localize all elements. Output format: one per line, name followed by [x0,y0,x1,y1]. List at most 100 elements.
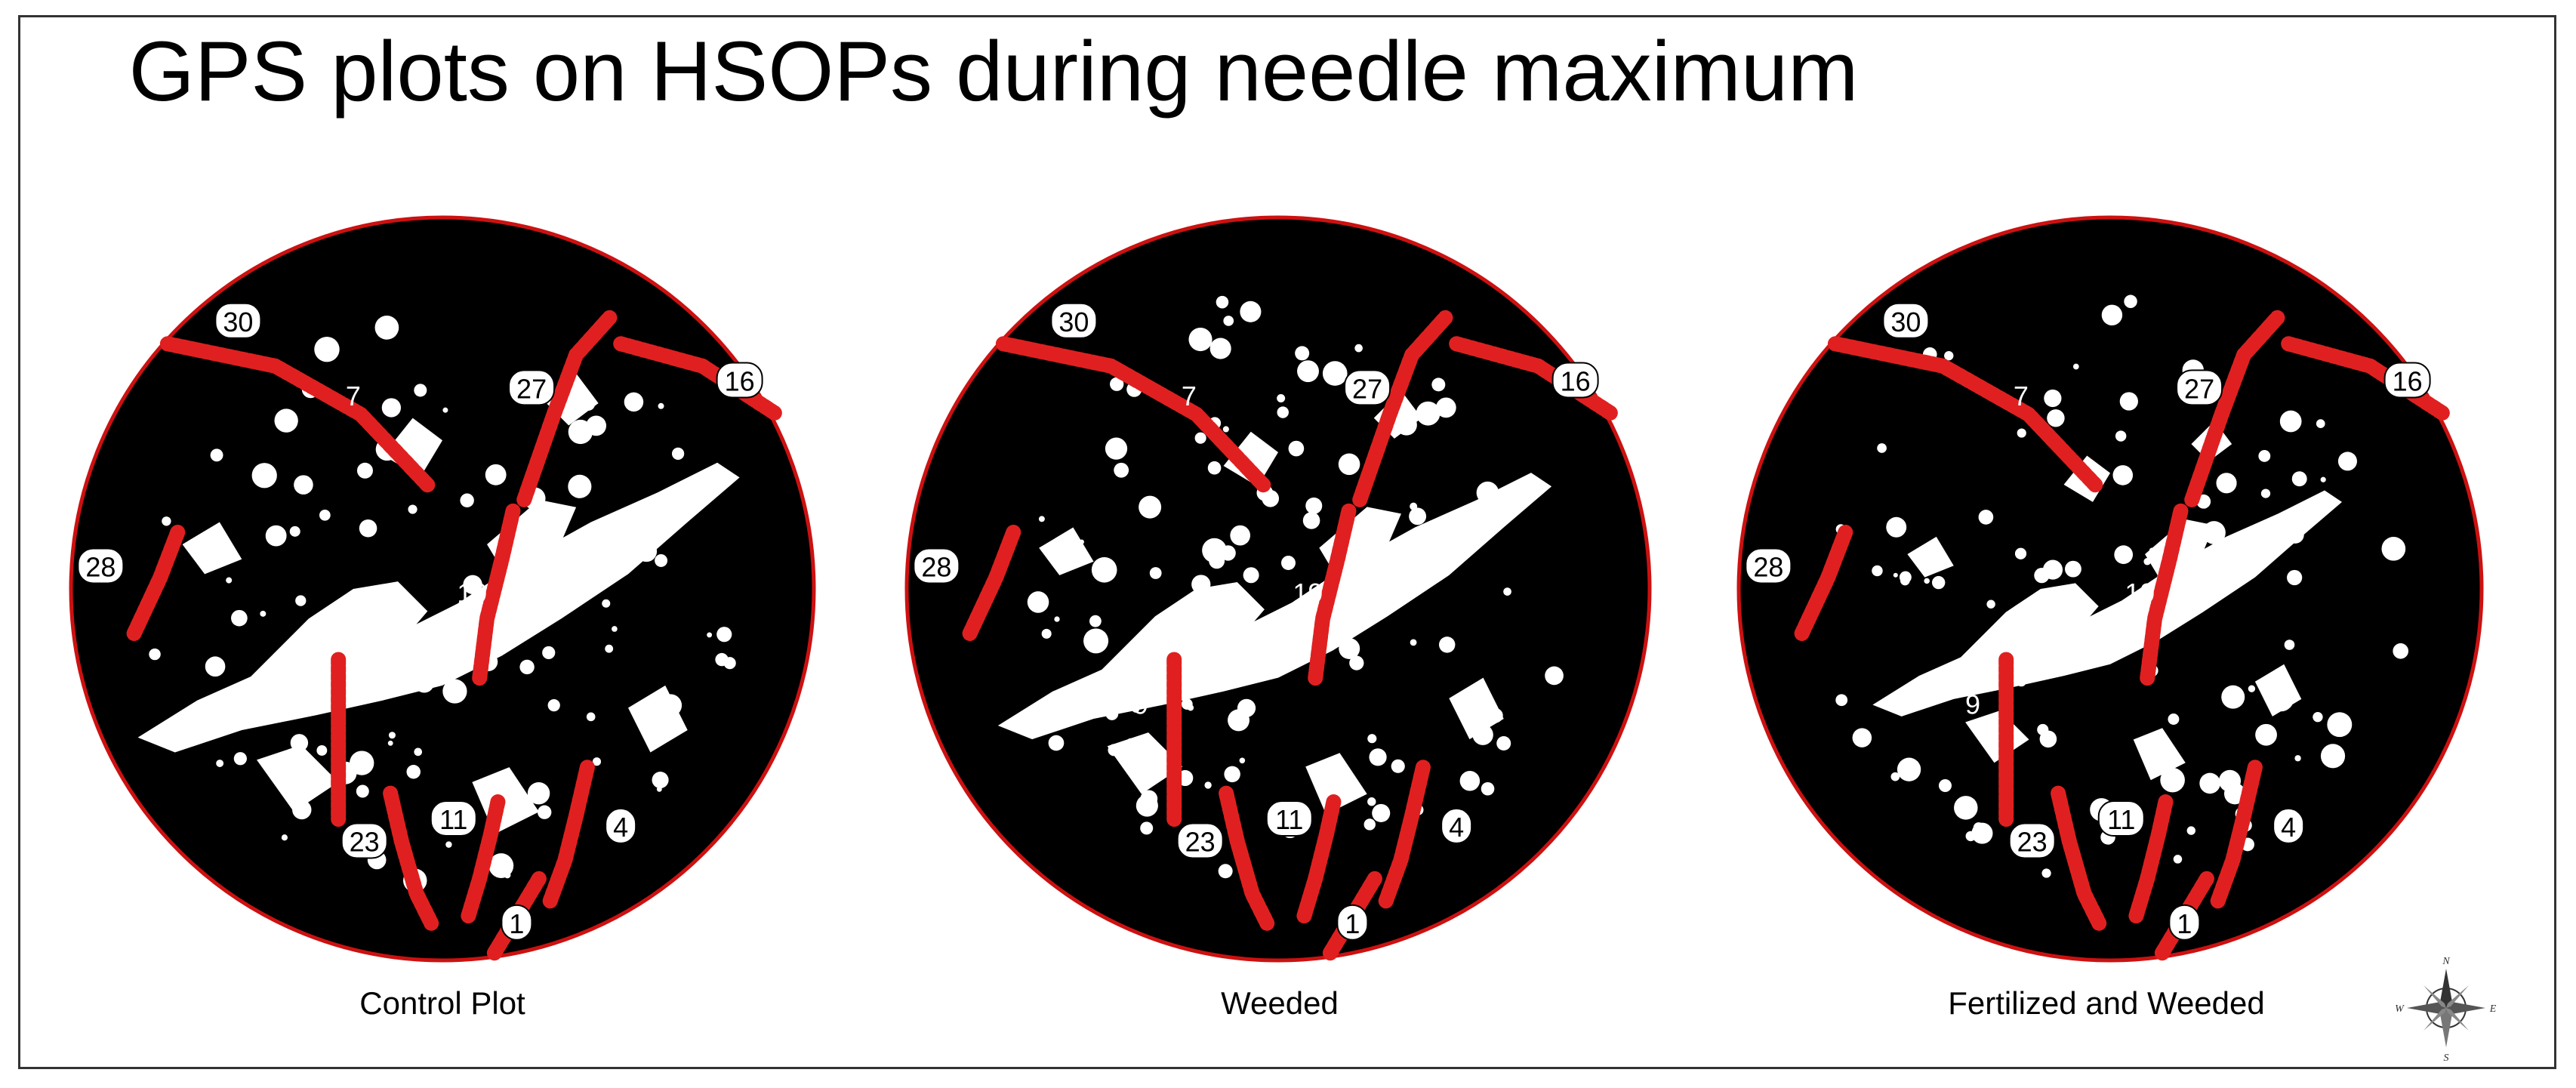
svg-text:30: 30 [223,307,253,337]
svg-text:28: 28 [921,551,951,582]
panel-caption: Control Plot [359,985,525,1021]
hemispherical-photo-1: 30 7 27 16 28 19 9 23 11 4 1 [69,215,816,963]
plot-label: 9 [1965,689,1980,720]
gps-trace [2128,793,2174,923]
canopy-disc [71,217,814,960]
svg-text:30: 30 [1058,307,1089,337]
svg-text:9: 9 [1965,689,1980,720]
gps-trace [2210,760,2263,909]
plot-label: 16 [716,362,763,399]
svg-text:1: 1 [2177,908,2192,939]
canopy-disc [907,217,1650,960]
gps-trace [2281,336,2452,422]
svg-text:27: 27 [516,373,547,404]
plot-label: 9 [297,689,313,720]
plot-label: 9 [1133,689,1148,720]
plot-label: 28 [77,547,125,584]
gps-trace [383,785,439,931]
svg-text:11: 11 [439,804,467,835]
gps-trace [1794,522,1854,641]
svg-text:27: 27 [1352,373,1382,404]
plot-label: 16 [2383,362,2431,399]
plot-label: 23 [340,822,388,859]
svg-text:16: 16 [2393,365,2423,396]
gps-trace [1296,793,1342,923]
plot-label: 4 [2272,807,2305,844]
gps-trace [1352,310,1453,507]
compass-north: N [2442,956,2450,967]
plot-label: 23 [1176,822,1224,859]
plot-label: 28 [1745,547,1792,584]
figure-title: GPS plots on HSOPs during needle maximum [128,24,1859,119]
gps-trace [126,522,186,641]
svg-text:4: 4 [613,812,628,843]
plot-label: 28 [913,547,960,584]
plot-label: 4 [1441,807,1473,844]
plot-label: 30 [1050,302,1098,339]
gps-trace [2140,503,2189,686]
plot-label: 19 [2125,578,2155,609]
gps-trace [2051,785,2107,931]
compass-rose-icon: N S E W [2395,956,2497,1064]
svg-text:23: 23 [1185,827,1216,858]
photo-border [69,215,816,963]
svg-text:16: 16 [725,365,755,396]
svg-text:1: 1 [509,908,524,939]
plot-label: 23 [2008,822,2056,859]
svg-text:16: 16 [1561,365,1591,396]
plot-label: 1 [2168,904,2201,941]
svg-text:7: 7 [2014,381,2029,411]
gps-trace [1219,785,1275,931]
svg-text:9: 9 [297,689,313,720]
plot-label: 19 [1293,578,1323,609]
photo-border [904,215,1652,963]
plot-label: 7 [346,381,361,411]
gps-trace [516,310,618,507]
plot-label: 16 [1551,362,1599,399]
gps-trace [472,503,521,686]
gps-trace [1378,760,1431,909]
plot-label: 27 [2176,369,2223,406]
gps-trace [2184,310,2285,507]
compass-east: E [2489,1003,2497,1015]
svg-text:27: 27 [2184,373,2214,404]
svg-text:19: 19 [2125,578,2155,609]
svg-text:11: 11 [1275,804,1303,835]
gps-trace [995,336,1271,493]
panel-caption: Weeded [1221,985,1339,1021]
plot-label: 7 [1182,381,1197,411]
svg-text:7: 7 [346,381,361,411]
svg-text:23: 23 [350,827,380,858]
gps-trace [159,336,436,493]
hemispherical-photo-3: 30 7 27 16 28 19 9 23 11 4 1 [1736,215,2484,963]
photo-border [1736,215,2484,963]
svg-text:28: 28 [1753,551,1783,582]
canopy-disc [1739,217,2482,960]
svg-text:23: 23 [2017,827,2048,858]
gps-trace [613,336,784,422]
plot-label: 11 [2097,800,2145,837]
plot-label: 1 [501,904,533,941]
plot-label: 27 [508,369,556,406]
plot-label: 1 [1336,904,1369,941]
plot-label: 30 [214,302,262,339]
plot-label: 11 [430,800,477,837]
svg-text:7: 7 [1182,381,1197,411]
svg-text:19: 19 [1293,578,1323,609]
gps-trace [1449,336,1620,422]
plot-label: 27 [1344,369,1391,406]
plot-label: 4 [605,807,637,844]
svg-text:11: 11 [2107,804,2135,835]
svg-text:4: 4 [2281,812,2296,843]
svg-text:30: 30 [1890,307,1921,337]
compass-south: S [2444,1053,2449,1064]
plot-label: 30 [1882,302,1930,339]
plot-label: 7 [2014,381,2029,411]
svg-text:19: 19 [457,578,487,609]
hemispherical-photo-2: 30 7 27 16 28 19 9 23 11 4 1 [904,215,1652,963]
plot-label: 19 [457,578,487,609]
svg-text:1: 1 [1345,908,1360,939]
gps-trace [1827,336,2103,493]
svg-text:9: 9 [1133,689,1148,720]
